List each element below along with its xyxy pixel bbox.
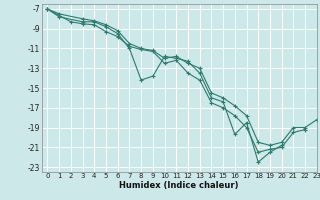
X-axis label: Humidex (Indice chaleur): Humidex (Indice chaleur) [119, 181, 239, 190]
